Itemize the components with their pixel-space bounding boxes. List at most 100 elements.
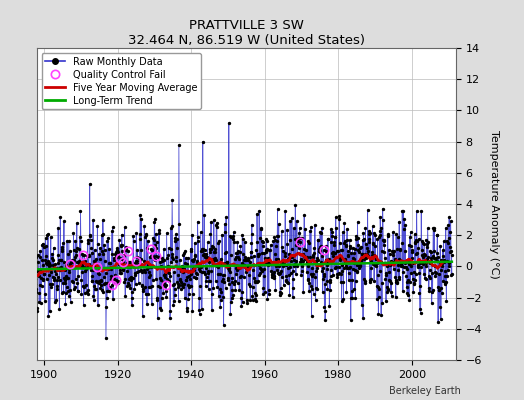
Point — [240, 257, 248, 263]
Point — [132, 280, 140, 287]
Point — [226, 311, 235, 317]
Point — [308, 272, 316, 279]
Point — [273, 233, 281, 240]
Point — [119, 258, 127, 265]
Point — [30, 281, 39, 288]
Point — [95, 251, 103, 257]
Point — [438, 260, 446, 266]
Point — [311, 222, 319, 228]
Point — [323, 286, 332, 292]
Point — [422, 263, 430, 269]
Point — [337, 279, 345, 285]
Point — [420, 251, 428, 257]
Point — [256, 265, 265, 271]
Point — [133, 247, 141, 254]
Point — [227, 279, 236, 285]
Point — [375, 286, 383, 292]
Point — [25, 274, 33, 280]
Point — [209, 285, 217, 291]
Point — [218, 260, 226, 267]
Point — [270, 251, 279, 257]
Point — [286, 217, 294, 224]
Point — [444, 267, 452, 273]
Point — [100, 242, 108, 249]
Point — [413, 238, 421, 244]
Point — [140, 234, 149, 240]
Point — [71, 254, 79, 260]
Point — [352, 236, 361, 242]
Point — [417, 208, 425, 214]
Point — [60, 280, 69, 286]
Point — [161, 283, 169, 289]
Point — [110, 276, 118, 282]
Point — [108, 224, 117, 230]
Point — [390, 256, 399, 262]
Point — [387, 258, 396, 264]
Point — [247, 239, 256, 246]
Point — [283, 241, 291, 247]
Point — [93, 264, 101, 270]
Point — [133, 254, 141, 261]
Point — [123, 267, 132, 274]
Point — [45, 271, 53, 278]
Point — [375, 232, 384, 238]
Point — [26, 290, 35, 296]
Point — [376, 267, 384, 274]
Point — [75, 246, 83, 252]
Point — [445, 263, 453, 270]
Point — [280, 258, 288, 265]
Point — [316, 229, 324, 235]
Point — [413, 263, 422, 270]
Point — [386, 288, 395, 295]
Point — [91, 247, 99, 253]
Point — [59, 259, 68, 266]
Point — [49, 262, 58, 268]
Point — [188, 257, 196, 264]
Point — [299, 258, 307, 264]
Point — [50, 275, 58, 282]
Point — [404, 259, 412, 265]
Point — [204, 285, 213, 292]
Point — [124, 263, 133, 270]
Point — [130, 285, 139, 292]
Point — [172, 254, 181, 260]
Point — [103, 238, 112, 244]
Point — [282, 277, 291, 284]
Point — [318, 253, 326, 259]
Point — [298, 235, 307, 241]
Point — [420, 271, 428, 278]
Point — [383, 263, 391, 270]
Point — [285, 292, 293, 298]
Point — [35, 290, 43, 296]
Point — [25, 264, 34, 270]
Point — [194, 263, 202, 269]
Point — [357, 244, 365, 250]
Point — [217, 278, 226, 285]
Point — [224, 275, 232, 282]
Point — [196, 248, 205, 254]
Point — [435, 304, 444, 310]
Point — [223, 262, 231, 269]
Point — [125, 276, 133, 282]
Point — [399, 268, 407, 275]
Point — [102, 334, 110, 341]
Point — [146, 253, 154, 260]
Point — [129, 261, 138, 268]
Point — [194, 234, 202, 240]
Point — [125, 258, 134, 265]
Point — [241, 257, 249, 264]
Point — [113, 245, 121, 251]
Point — [421, 276, 430, 282]
Point — [396, 257, 404, 263]
Point — [420, 241, 429, 248]
Point — [351, 267, 359, 274]
Point — [390, 248, 398, 254]
Point — [231, 256, 239, 262]
Point — [431, 273, 439, 279]
Point — [291, 236, 299, 242]
Point — [342, 289, 351, 296]
Point — [419, 260, 427, 267]
Point — [24, 242, 32, 248]
Point — [381, 260, 389, 266]
Point — [361, 224, 369, 231]
